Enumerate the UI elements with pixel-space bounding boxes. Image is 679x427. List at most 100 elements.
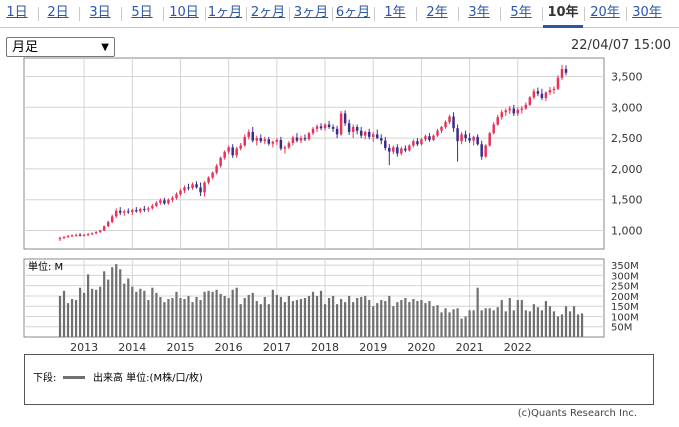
tab-15[interactable]: 30年: [632, 5, 662, 20]
volume-bar: [139, 288, 142, 337]
tab-6[interactable]: 2ヶ月: [250, 5, 286, 20]
volume-bar: [123, 283, 126, 337]
candle-body: [488, 133, 491, 146]
volume-bar: [307, 295, 311, 337]
volume-bar: [544, 301, 548, 337]
volume-bar: [448, 312, 451, 337]
candle-body: [263, 139, 267, 142]
volume-bar: [540, 310, 544, 337]
candle-body: [123, 211, 126, 213]
candle-body: [552, 88, 556, 91]
candle-body: [259, 138, 263, 142]
volume-bar: [488, 308, 491, 337]
volume-bar: [267, 304, 270, 337]
volume-bar: [143, 290, 146, 337]
tab-13[interactable]: 10年: [543, 1, 583, 28]
candle-body: [335, 128, 339, 135]
x-tick-label: 2017: [263, 341, 291, 354]
candle-body: [339, 113, 343, 135]
period-select[interactable]: 月足 ▼: [6, 37, 115, 57]
tab-10[interactable]: 2年: [426, 5, 448, 20]
candle-body: [444, 122, 447, 128]
volume-bar: [508, 298, 511, 337]
tab-11[interactable]: 3年: [468, 5, 490, 20]
x-tick-label: 2019: [359, 341, 387, 354]
volume-bar: [263, 296, 266, 337]
candle-body: [416, 141, 419, 145]
volume-bar: [368, 300, 371, 337]
tab-7[interactable]: 3ヶ月: [293, 5, 329, 20]
candle-body: [271, 141, 275, 144]
volume-bar: [82, 292, 86, 337]
candle-body: [564, 69, 568, 73]
candle-body: [480, 144, 483, 157]
candle-body: [500, 112, 503, 118]
candle-body: [155, 202, 158, 206]
tab-3[interactable]: 5日: [131, 5, 153, 20]
tab-1[interactable]: 2日: [47, 5, 69, 20]
copyright: (c)Quants Research Inc.: [517, 408, 637, 419]
tab-separator: [500, 7, 501, 21]
volume-bar: [107, 279, 110, 337]
candle-body: [516, 109, 520, 114]
volume-bar: [247, 294, 250, 337]
volume-bar: [560, 314, 564, 337]
volume-bar: [251, 292, 254, 337]
volume-bar: [564, 306, 568, 337]
volume-bar: [115, 264, 118, 337]
volume-bar: [131, 286, 134, 337]
volume-bar: [211, 291, 214, 337]
tab-4[interactable]: 10日: [169, 5, 199, 20]
volume-tick-label: 50M: [611, 323, 632, 334]
candle-body: [131, 210, 134, 213]
legend-volume-swatch: [63, 376, 85, 379]
candle-body: [171, 197, 174, 200]
candle-body: [231, 147, 234, 156]
x-tick-label: 2014: [118, 341, 146, 354]
tab-separator: [332, 7, 333, 21]
candle-body: [376, 134, 379, 139]
volume-bar: [78, 287, 82, 337]
tab-0[interactable]: 1日: [6, 5, 28, 20]
tab-2[interactable]: 3日: [89, 5, 111, 20]
candle-body: [275, 139, 279, 142]
volume-bar: [223, 295, 226, 337]
volume-bar: [528, 311, 531, 337]
volume-bar: [175, 291, 178, 337]
volume-bar: [199, 300, 202, 337]
candle-body: [203, 182, 206, 193]
candle-body: [143, 208, 146, 210]
volume-bar: [291, 301, 295, 337]
volume-bar: [235, 287, 238, 337]
volume-bar: [432, 306, 435, 337]
volume-bar: [576, 314, 580, 337]
candle-body: [163, 200, 166, 204]
tab-5[interactable]: 1ヶ月: [207, 5, 243, 20]
candle-body: [468, 138, 471, 141]
volume-bar: [151, 287, 154, 337]
x-tick-label: 2020: [407, 341, 435, 354]
candle-body: [532, 91, 536, 98]
price-tick-label: 1,000: [611, 225, 643, 238]
volume-bar: [408, 302, 411, 337]
volume-bar: [480, 310, 483, 337]
candle-body: [452, 116, 455, 129]
candle-body: [384, 140, 387, 148]
candle-body: [428, 136, 431, 140]
candle-body: [86, 234, 90, 236]
candle-body: [496, 117, 499, 125]
volume-bar: [344, 302, 347, 337]
legend-box: 下段: 出来高 単位:(M株/口/枚): [24, 354, 654, 405]
period-tab-bar: 1日 2日 3日 5日 10日 1ヶ月 2ヶ月 3ヶ月 6ヶ月 1年 2年 3年 5年 10年 20年 30年: [0, 0, 679, 28]
volume-bar: [424, 303, 427, 337]
candle-body: [412, 141, 415, 146]
candle-body: [195, 184, 198, 188]
candle-body: [380, 138, 383, 141]
volume-bar: [255, 301, 258, 337]
tab-separator: [121, 7, 122, 21]
tab-9[interactable]: 1年: [384, 5, 406, 20]
tab-12[interactable]: 5年: [510, 5, 532, 20]
tab-8[interactable]: 6ヶ月: [335, 5, 371, 20]
tab-14[interactable]: 20年: [590, 5, 620, 20]
candle-body: [508, 108, 512, 111]
